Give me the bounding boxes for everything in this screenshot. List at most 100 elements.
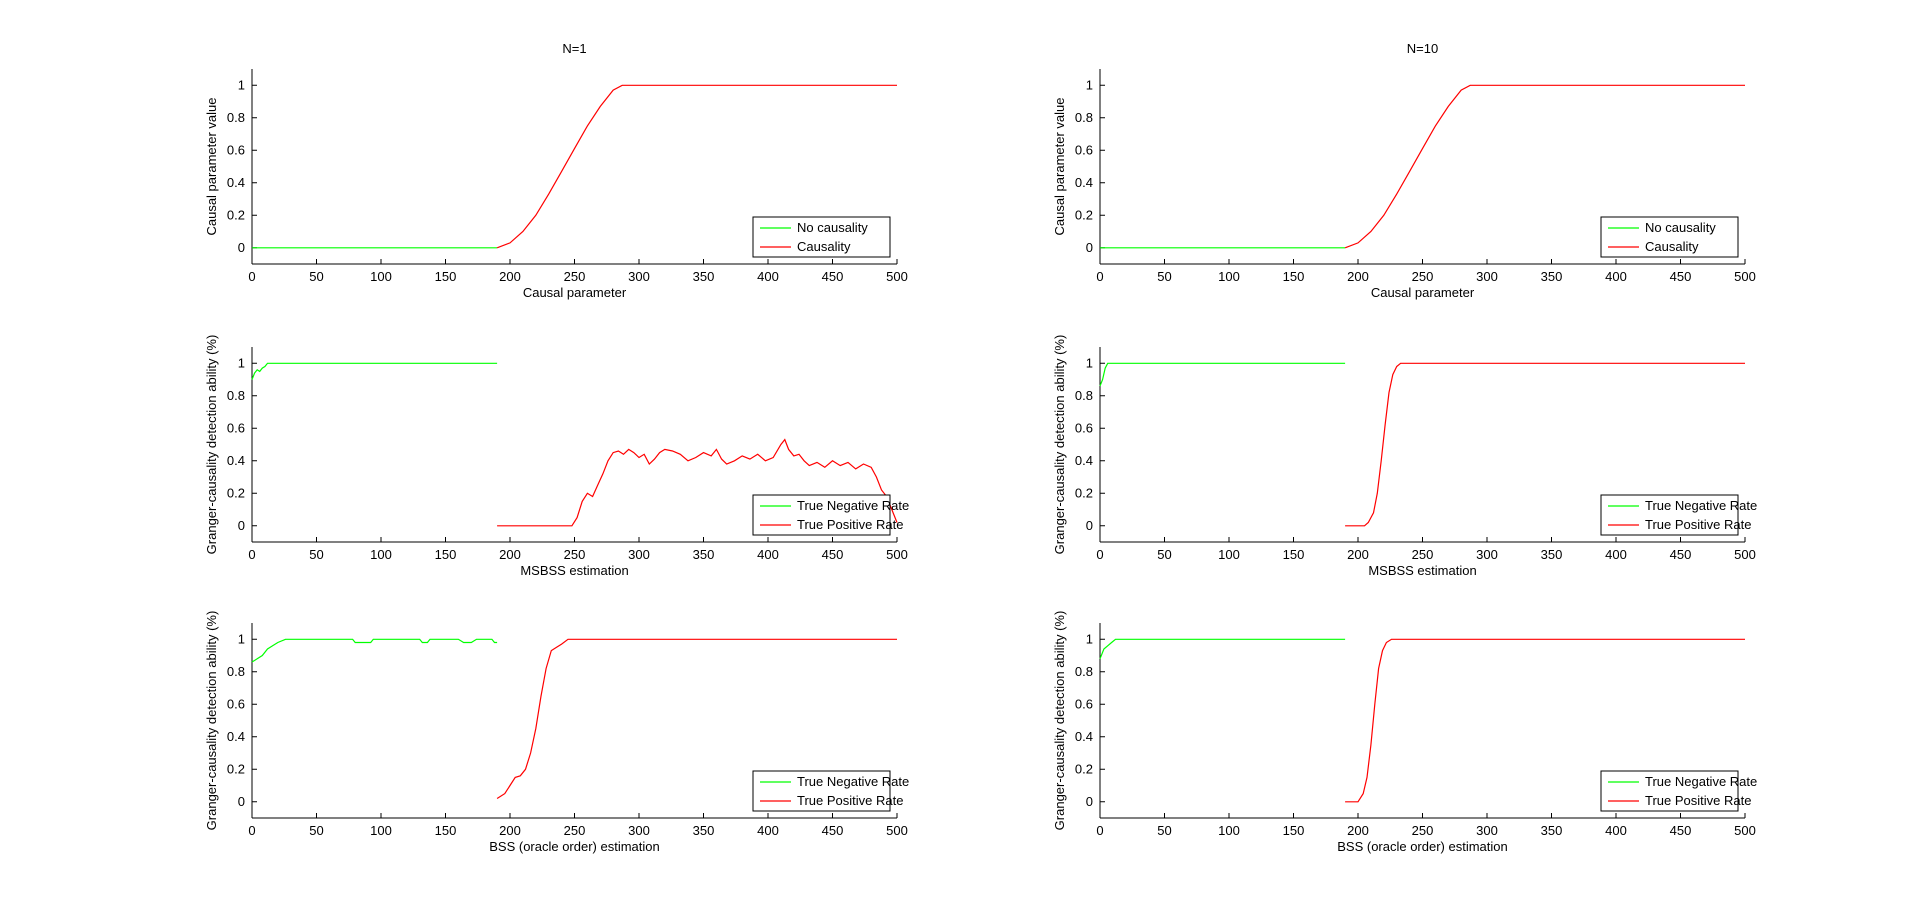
y-tick-label: 0.8 <box>227 664 245 679</box>
x-axis-label: Causal parameter <box>1371 285 1475 300</box>
x-tick-label: 150 <box>1283 823 1305 838</box>
x-tick-label: 0 <box>1096 269 1103 284</box>
x-tick-label: 100 <box>370 823 392 838</box>
x-tick-label: 250 <box>564 269 586 284</box>
x-tick-label: 0 <box>248 547 255 562</box>
legend-box <box>1600 770 1739 812</box>
legend: True Negative Rate True Positive Rate <box>1600 770 1757 812</box>
chart-5: 0 50 100 150 200 250 300 350 400 450 500 0 0.2 0.4 0.6… <box>204 611 909 854</box>
x-axis-label: MSBSS estimation <box>1368 563 1476 578</box>
y-tick-label: 0.2 <box>1075 207 1093 222</box>
series-line-true-negative-rate <box>1099 638 1346 660</box>
x-tick-label: 0 <box>248 823 255 838</box>
x-tick-label: 200 <box>1347 269 1369 284</box>
y-tick-label: 1 <box>238 631 245 646</box>
y-tick-label: 0.8 <box>227 388 245 403</box>
y-tick-label: 0 <box>1086 518 1093 533</box>
y-tick-label: 0.4 <box>1075 729 1093 744</box>
legend: No causality Causality <box>1600 216 1739 258</box>
x-tick-label: 300 <box>1476 823 1498 838</box>
series-line-true-positive-rate <box>497 438 898 527</box>
x-tick-label: 200 <box>499 547 521 562</box>
x-tick-label: 350 <box>1541 269 1563 284</box>
x-tick-label: 300 <box>628 547 650 562</box>
legend-entry-label: True Negative Rate <box>1645 498 1757 513</box>
x-tick-label: 300 <box>1476 547 1498 562</box>
legend-entry-label: True Negative Rate <box>797 774 909 789</box>
y-tick-label: 1 <box>1086 77 1093 92</box>
x-tick-label: 400 <box>757 823 779 838</box>
y-axis-label: Granger-causality detection ability (%) <box>204 335 219 555</box>
y-tick-label: 0.4 <box>1075 175 1093 190</box>
y-tick-label: 0.4 <box>227 175 245 190</box>
y-tick-label: 0.6 <box>227 142 245 157</box>
x-axis-label: Causal parameter <box>523 285 627 300</box>
x-tick-label: 400 <box>1605 547 1627 562</box>
y-tick-label: 0.6 <box>1075 142 1093 157</box>
x-tick-label: 250 <box>1412 823 1434 838</box>
chart-2: 0 50 100 150 200 250 300 350 400 450 500 0 0.2 0.4 0.6… <box>1052 41 1756 300</box>
x-tick-label: 350 <box>693 269 715 284</box>
y-tick-label: 1 <box>1086 355 1093 370</box>
x-tick-label: 450 <box>822 547 844 562</box>
y-tick-label: 1 <box>238 77 245 92</box>
chart-1: 0 50 100 150 200 250 300 350 400 450 500 0 0.2 0.4 0.6… <box>204 41 908 300</box>
x-tick-label: 450 <box>1670 269 1692 284</box>
x-tick-label: 350 <box>1541 547 1563 562</box>
x-tick-label: 350 <box>693 547 715 562</box>
legend: True Negative Rate True Positive Rate <box>1600 494 1757 536</box>
x-tick-label: 150 <box>435 269 457 284</box>
x-tick-label: 450 <box>822 823 844 838</box>
x-axis-label: BSS (oracle order) estimation <box>1337 839 1508 854</box>
y-axis-label: Causal parameter value <box>1052 97 1067 235</box>
x-tick-label: 150 <box>435 823 457 838</box>
x-tick-label: 200 <box>1347 547 1369 562</box>
series-line-true-negative-rate <box>1099 362 1346 387</box>
x-tick-label: 150 <box>1283 547 1305 562</box>
y-tick-label: 0.4 <box>227 453 245 468</box>
x-tick-label: 400 <box>1605 269 1627 284</box>
y-tick-label: 0 <box>238 518 245 533</box>
legend-entry-label: True Negative Rate <box>797 498 909 513</box>
x-tick-label: 300 <box>1476 269 1498 284</box>
x-tick-label: 300 <box>628 823 650 838</box>
x-tick-label: 400 <box>1605 823 1627 838</box>
y-tick-label: 0 <box>1086 794 1093 809</box>
y-axis-label: Granger-causality detection ability (%) <box>1052 611 1067 831</box>
y-tick-label: 0 <box>1086 240 1093 255</box>
x-axis-label: MSBSS estimation <box>520 563 628 578</box>
y-tick-label: 1 <box>1086 631 1093 646</box>
x-tick-label: 500 <box>1734 269 1756 284</box>
legend-entry-label: Causality <box>797 239 851 254</box>
legend-box <box>752 216 891 258</box>
legend-box <box>752 770 891 812</box>
x-tick-label: 50 <box>1157 269 1171 284</box>
x-tick-label: 250 <box>1412 547 1434 562</box>
x-tick-label: 300 <box>628 269 650 284</box>
y-tick-label: 0.2 <box>227 761 245 776</box>
x-tick-label: 100 <box>1218 269 1240 284</box>
y-tick-label: 0 <box>238 794 245 809</box>
legend-box <box>1600 216 1739 258</box>
x-tick-label: 0 <box>1096 823 1103 838</box>
y-tick-label: 0.2 <box>227 485 245 500</box>
x-tick-label: 500 <box>886 547 908 562</box>
legend-entry-label: True Positive Rate <box>1645 793 1751 808</box>
legend: True Negative Rate True Positive Rate <box>752 494 909 536</box>
y-tick-label: 0 <box>238 240 245 255</box>
x-tick-label: 50 <box>1157 547 1171 562</box>
legend-entry-label: True Positive Rate <box>797 793 903 808</box>
y-tick-label: 0.2 <box>1075 761 1093 776</box>
x-tick-label: 50 <box>309 547 323 562</box>
legend-entry-label: Causality <box>1645 239 1699 254</box>
legend-entry-label: No causality <box>797 220 868 235</box>
legend-box <box>1600 494 1739 536</box>
y-tick-label: 0.6 <box>1075 420 1093 435</box>
series-line-true-negative-rate <box>251 362 498 380</box>
y-tick-label: 0.8 <box>1075 110 1093 125</box>
y-axis-label: Granger-causality detection ability (%) <box>204 611 219 831</box>
x-tick-label: 200 <box>1347 823 1369 838</box>
x-tick-label: 0 <box>1096 547 1103 562</box>
y-tick-label: 0.6 <box>227 696 245 711</box>
